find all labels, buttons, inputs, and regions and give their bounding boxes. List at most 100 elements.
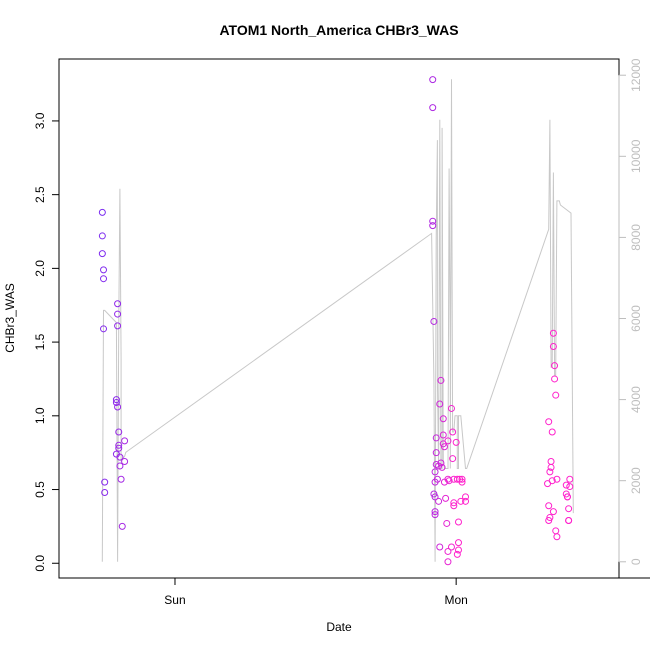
data-point	[552, 527, 560, 535]
data-point	[547, 463, 555, 471]
data-point	[449, 428, 457, 436]
data-point	[452, 438, 460, 446]
data-point	[562, 481, 570, 489]
data-point	[98, 208, 106, 216]
data-point	[114, 403, 122, 411]
data-point	[565, 516, 573, 524]
chart-title: ATOM1 North_America CHBr3_WAS	[219, 22, 458, 38]
y-axis-label: CHBr3_WAS	[3, 283, 17, 353]
data-point	[566, 483, 574, 491]
data-point	[114, 310, 122, 318]
data-point	[112, 399, 120, 407]
data-point	[444, 437, 452, 445]
data-point	[437, 376, 445, 384]
data-point	[115, 441, 123, 449]
data-point	[458, 478, 466, 486]
y-tick-label: 0.0	[33, 555, 47, 572]
altitude-series-line	[101, 79, 574, 562]
data-point	[429, 104, 437, 112]
data-point	[435, 497, 443, 505]
data-point	[546, 468, 554, 476]
x-tick-label: Sun	[164, 593, 185, 607]
data-point	[552, 391, 560, 399]
data-point	[553, 475, 561, 483]
data-point	[462, 497, 470, 505]
y2-tick-label: 12000	[629, 58, 643, 92]
data-point	[439, 431, 447, 439]
data-point	[431, 493, 439, 501]
data-point	[118, 522, 126, 530]
data-point	[444, 558, 452, 566]
data-point	[549, 329, 557, 337]
data-point	[437, 459, 445, 467]
data-point	[565, 505, 573, 513]
data-point	[566, 475, 574, 483]
data-point	[116, 453, 124, 461]
data-point	[431, 511, 439, 519]
data-point	[442, 494, 450, 502]
data-point	[450, 502, 458, 510]
data-point	[450, 499, 458, 507]
data-point	[432, 449, 440, 457]
y2-tick-label: 10000	[629, 139, 643, 173]
data-point	[447, 543, 455, 551]
data-point	[116, 462, 124, 470]
data-point	[454, 518, 462, 526]
data-point	[121, 458, 129, 466]
y2-tick-label: 0	[629, 558, 643, 565]
data-point	[98, 250, 106, 258]
data-point	[445, 477, 453, 485]
y-tick-label: 3.0	[33, 112, 47, 129]
x-tick-label: Mon	[444, 593, 467, 607]
data-point	[440, 443, 448, 451]
altitude-line	[101, 79, 574, 562]
data-points	[98, 76, 574, 566]
data-point	[551, 362, 559, 370]
data-point	[548, 477, 556, 485]
data-point	[443, 519, 451, 527]
data-point	[115, 444, 123, 452]
data-point	[439, 415, 447, 423]
data-point	[101, 488, 109, 496]
data-point	[112, 396, 120, 404]
data-point	[547, 458, 555, 466]
data-point	[100, 275, 108, 283]
data-point	[431, 468, 439, 476]
y2-tick-label: 6000	[629, 305, 643, 332]
data-point	[429, 217, 437, 225]
data-point	[453, 550, 461, 558]
data-point	[549, 343, 557, 351]
data-point	[545, 418, 553, 426]
data-point	[553, 533, 561, 541]
data-point	[436, 400, 444, 408]
data-point	[548, 428, 556, 436]
data-point	[545, 502, 553, 510]
y2-tick-label: 8000	[629, 224, 643, 251]
data-point	[429, 222, 437, 230]
data-point	[430, 317, 438, 325]
y-tick-label: 1.0	[33, 407, 47, 424]
data-point	[462, 493, 470, 501]
data-point	[436, 543, 444, 551]
data-point	[431, 508, 439, 516]
left-axis: 0.0 0.5 1.0 1.5 2.0 2.5 3.0	[33, 112, 60, 572]
data-point	[444, 547, 452, 555]
data-point	[101, 478, 109, 486]
data-point	[449, 455, 457, 463]
data-point	[438, 463, 446, 471]
data-point	[429, 76, 437, 84]
data-point	[117, 475, 125, 483]
y-tick-label: 2.5	[33, 186, 47, 203]
data-point	[546, 514, 554, 522]
data-point	[447, 404, 455, 412]
y-tick-label: 2.0	[33, 260, 47, 277]
data-point	[551, 375, 559, 383]
data-point	[563, 493, 571, 501]
y2-tick-label: 2000	[629, 467, 643, 494]
data-point	[454, 546, 462, 554]
data-point	[457, 497, 465, 505]
plot-frame	[58, 58, 620, 579]
data-point	[98, 232, 106, 240]
data-point	[121, 437, 129, 445]
